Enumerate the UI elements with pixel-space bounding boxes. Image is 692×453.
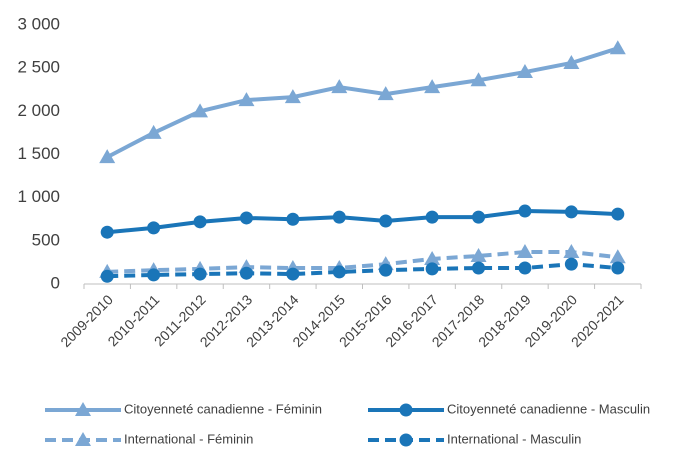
marker xyxy=(193,267,207,281)
marker xyxy=(377,86,394,101)
series-line xyxy=(106,46,619,159)
y-tick-label: 2 000 xyxy=(17,101,60,120)
marker xyxy=(564,205,578,219)
marker xyxy=(518,204,532,218)
marker xyxy=(609,40,626,55)
marker xyxy=(516,64,533,79)
marker xyxy=(75,402,91,416)
marker xyxy=(425,262,439,276)
marker xyxy=(239,211,253,225)
legend-label: Citoyenneté canadienne - Masculin xyxy=(447,401,650,416)
y-tick-label: 0 xyxy=(51,273,60,292)
marker xyxy=(147,268,161,282)
series-line xyxy=(107,250,619,274)
y-tick-label: 1 000 xyxy=(17,187,60,206)
marker xyxy=(611,207,625,221)
marker xyxy=(100,269,114,283)
marker xyxy=(424,250,441,265)
marker xyxy=(399,403,413,417)
marker xyxy=(516,244,533,259)
marker xyxy=(99,149,116,164)
marker xyxy=(470,72,487,87)
y-tick-label: 2 500 xyxy=(17,58,60,77)
marker xyxy=(518,261,532,275)
marker xyxy=(472,210,486,224)
marker xyxy=(286,212,300,226)
y-tick-label: 1 500 xyxy=(17,144,60,163)
y-tick-label: 3 000 xyxy=(17,14,60,33)
marker xyxy=(332,210,346,224)
marker xyxy=(145,124,162,139)
marker xyxy=(611,261,625,275)
legend-label: International - Féminin xyxy=(124,431,253,446)
series-line xyxy=(107,209,618,235)
marker xyxy=(563,244,580,259)
marker xyxy=(239,266,253,280)
marker xyxy=(563,54,580,69)
marker xyxy=(192,103,209,118)
marker xyxy=(193,215,207,229)
marker xyxy=(424,79,441,94)
marker xyxy=(332,265,346,279)
marker xyxy=(100,225,114,239)
series-line xyxy=(107,262,618,279)
marker xyxy=(399,433,413,447)
legend-label: Citoyenneté canadienne - Féminin xyxy=(124,401,322,416)
marker xyxy=(75,432,91,446)
marker xyxy=(425,210,439,224)
marker xyxy=(472,261,486,275)
legend-label: International - Masculin xyxy=(447,431,581,446)
marker xyxy=(470,247,487,262)
marker xyxy=(286,267,300,281)
marker xyxy=(331,79,348,94)
marker xyxy=(379,263,393,277)
y-tick-label: 500 xyxy=(32,230,60,249)
marker xyxy=(238,92,255,107)
marker xyxy=(564,257,578,271)
marker xyxy=(609,249,626,264)
marker xyxy=(284,89,301,104)
marker xyxy=(379,214,393,228)
marker xyxy=(147,221,161,235)
